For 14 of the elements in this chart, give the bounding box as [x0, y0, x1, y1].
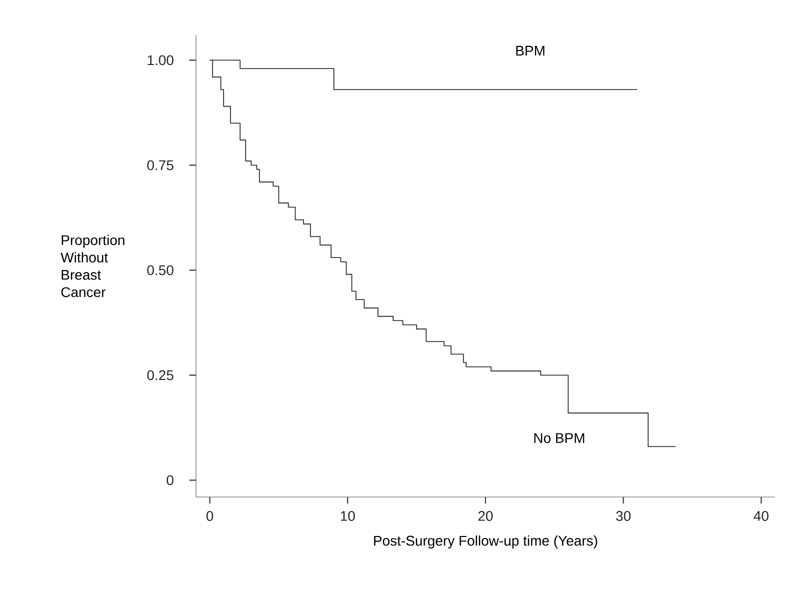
x-tick-label: 30 [616, 511, 631, 521]
y-axis-title: Proportion Without Breast Cancer [60, 234, 124, 298]
y-tick-label: 0.50 [147, 265, 174, 276]
y-tick-label: 0.75 [147, 160, 174, 170]
x-tick-label: 40 [754, 511, 768, 521]
y-tick-label: 0.25 [147, 370, 174, 380]
x-tick-label: 10 [340, 511, 355, 521]
text: BPM [516, 46, 544, 56]
x-tick-label: 20 [478, 511, 493, 521]
y-tick-label: 0 [166, 475, 174, 486]
y-tick-label: 1.00 [148, 55, 174, 66]
x-tick-label: 0 [206, 511, 214, 521]
x-axis-title: Post-Surgery Follow-up time (Years) [374, 535, 598, 548]
series-label: No BPM [534, 433, 584, 444]
